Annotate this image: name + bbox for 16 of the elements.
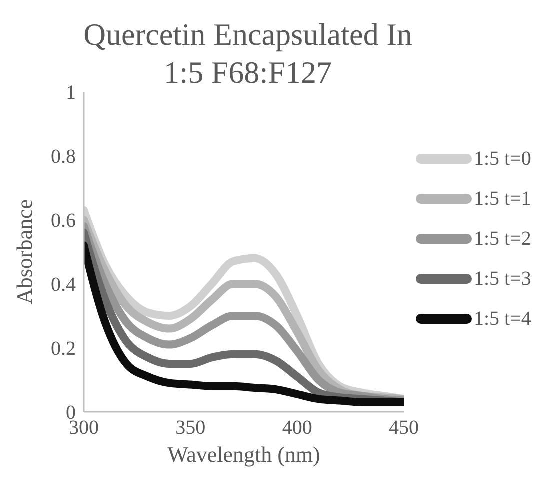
y-tick-label: 0.8 [51, 146, 76, 168]
y-tick-label: 1 [66, 82, 76, 104]
legend-label: 1:5 t=2 [474, 228, 532, 250]
chart-title: Quercetin Encapsulated In 1:5 F68:F127 [82, 16, 414, 92]
legend-label: 1:5 t=3 [474, 268, 532, 290]
legend-label: 1:5 t=4 [474, 308, 532, 330]
y-tick-label: 0.2 [51, 338, 76, 360]
legend-label: 1:5 t=1 [474, 188, 532, 210]
x-axis-title: Wavelength (nm) [168, 442, 320, 467]
x-tick-label: 350 [176, 417, 206, 440]
x-tick-label: 400 [282, 417, 312, 440]
y-tick-label: 0.4 [51, 274, 76, 296]
x-tick-label: 450 [389, 417, 419, 440]
y-axis-title: Absorbance [12, 199, 37, 305]
y-tick-label: 0.6 [51, 210, 76, 232]
legend-label: 1:5 t=0 [474, 148, 532, 170]
